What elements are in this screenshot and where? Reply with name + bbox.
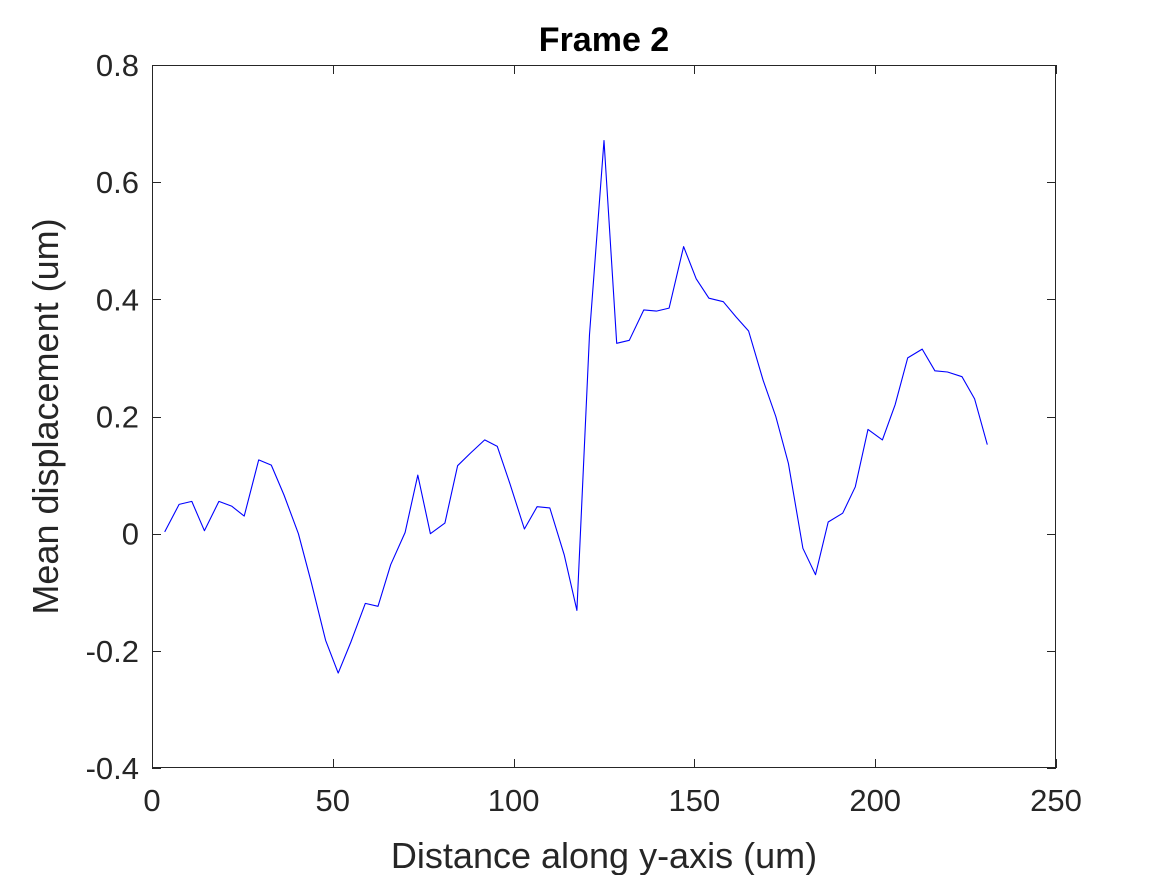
chart-title: Frame 2: [539, 21, 669, 59]
axes-box: [152, 65, 1056, 768]
plot-area: [152, 65, 1056, 768]
x-tick-label: 50: [316, 783, 350, 818]
y-tick-label: 0.8: [96, 48, 139, 83]
x-axis-label: Distance along y-axis (um): [391, 835, 817, 875]
x-tick-label: 150: [669, 783, 721, 818]
y-tick-label: -0.2: [86, 634, 139, 669]
y-axis-label: Mean displacement (um): [25, 218, 66, 614]
x-tick-label: 250: [1030, 783, 1082, 818]
tick-labels: 0 50 100 150 200 250 -0.4 -0.2 0 0.2 0.4 0.6 0.8: [86, 48, 1082, 818]
y-tick-label: 0.2: [96, 400, 139, 435]
x-tick-label: 0: [143, 783, 160, 818]
series-line: [164, 140, 988, 674]
y-tick-label: 0.6: [96, 165, 139, 200]
x-tick-label: 200: [849, 783, 901, 818]
data-series: [164, 140, 988, 674]
y-tick-label: 0: [122, 517, 139, 552]
y-tick-label: -0.4: [86, 751, 139, 786]
x-tick-label: 100: [488, 783, 540, 818]
y-tick-label: 0.4: [96, 282, 139, 317]
